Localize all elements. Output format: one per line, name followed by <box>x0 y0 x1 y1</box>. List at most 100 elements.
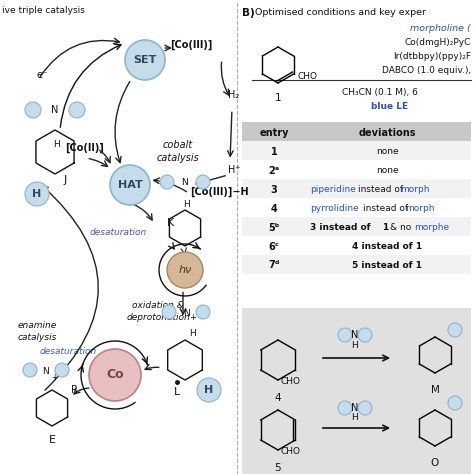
Text: [Co(II)]: [Co(II)] <box>65 143 104 153</box>
Text: desaturation: desaturation <box>90 228 146 237</box>
Text: 4: 4 <box>271 203 277 213</box>
Text: 2ᵃ: 2ᵃ <box>268 165 280 175</box>
Text: piperidine: piperidine <box>310 185 356 194</box>
Circle shape <box>358 401 372 415</box>
Circle shape <box>23 363 37 377</box>
Text: N: N <box>183 310 191 319</box>
Text: none: none <box>376 166 398 175</box>
Text: hν: hν <box>178 265 191 275</box>
Text: K: K <box>167 218 174 228</box>
FancyBboxPatch shape <box>242 122 471 141</box>
Text: CH₃CN (0.1 M), 6: CH₃CN (0.1 M), 6 <box>342 88 418 97</box>
Text: catalysis: catalysis <box>18 334 57 343</box>
Text: N: N <box>51 105 59 115</box>
FancyBboxPatch shape <box>242 160 471 179</box>
Text: cobalt: cobalt <box>163 140 193 150</box>
Circle shape <box>338 328 352 342</box>
Text: morph: morph <box>405 204 435 213</box>
Text: R: R <box>71 385 77 395</box>
Text: Optimised conditions and key exper: Optimised conditions and key exper <box>255 8 426 17</box>
Text: 5 instead of 1: 5 instead of 1 <box>352 261 422 270</box>
FancyBboxPatch shape <box>242 217 471 236</box>
Text: O: O <box>431 458 439 468</box>
Text: [Co(III)]: [Co(III)] <box>170 40 212 50</box>
Circle shape <box>167 252 203 288</box>
Text: N: N <box>351 330 359 340</box>
Circle shape <box>197 378 221 402</box>
Text: N: N <box>43 367 49 376</box>
FancyBboxPatch shape <box>242 141 471 160</box>
Text: Ir(dtbbpy)(ppy)₂F: Ir(dtbbpy)(ppy)₂F <box>393 52 471 61</box>
Text: CHO: CHO <box>281 377 301 386</box>
FancyBboxPatch shape <box>242 179 471 198</box>
Text: HAT: HAT <box>118 180 142 190</box>
Text: 4: 4 <box>275 393 281 403</box>
Text: ive triple catalysis: ive triple catalysis <box>2 6 85 15</box>
Text: 6ᶜ: 6ᶜ <box>269 241 279 252</box>
Text: blue LE: blue LE <box>372 102 409 111</box>
Text: none: none <box>376 147 398 156</box>
Circle shape <box>55 363 69 377</box>
Text: desaturation: desaturation <box>39 347 97 356</box>
Text: L: L <box>174 387 180 397</box>
Circle shape <box>448 396 462 410</box>
Circle shape <box>196 305 210 319</box>
Text: H: H <box>183 200 191 209</box>
Circle shape <box>338 401 352 415</box>
Text: Co: Co <box>106 368 124 382</box>
Text: 4 instead of 1: 4 instead of 1 <box>352 242 422 251</box>
Text: N: N <box>182 177 188 186</box>
Text: M: M <box>430 385 439 395</box>
Text: 7ᵈ: 7ᵈ <box>268 261 280 271</box>
Text: H: H <box>204 385 214 395</box>
Text: instead of: instead of <box>363 204 408 213</box>
FancyBboxPatch shape <box>242 308 471 474</box>
Circle shape <box>160 175 174 189</box>
Circle shape <box>448 323 462 337</box>
Text: morpholine (: morpholine ( <box>410 24 471 33</box>
Text: +: + <box>190 313 196 322</box>
Circle shape <box>25 102 41 118</box>
Text: H: H <box>352 340 358 349</box>
Text: B): B) <box>242 8 255 18</box>
Text: H: H <box>352 413 358 422</box>
Text: 3: 3 <box>271 184 277 194</box>
Text: CHO: CHO <box>298 72 318 81</box>
Text: catalysis: catalysis <box>156 153 200 163</box>
Text: +: + <box>51 374 57 383</box>
Text: 1: 1 <box>382 223 388 232</box>
Text: 5ᵇ: 5ᵇ <box>268 222 280 233</box>
Text: deviations: deviations <box>358 128 416 137</box>
Circle shape <box>162 305 176 319</box>
Text: H⁺: H⁺ <box>228 165 241 175</box>
Circle shape <box>125 40 165 80</box>
Text: CHO: CHO <box>281 447 301 456</box>
Text: [Co(III)]−H: [Co(III)]−H <box>190 187 249 197</box>
Text: SET: SET <box>133 55 157 65</box>
Text: & no: & no <box>390 223 411 232</box>
Text: 5: 5 <box>275 463 281 473</box>
Text: H: H <box>32 189 42 199</box>
Circle shape <box>358 328 372 342</box>
Text: instead of: instead of <box>358 185 403 194</box>
Text: J: J <box>64 175 67 185</box>
Text: entry: entry <box>259 128 289 137</box>
Circle shape <box>69 102 85 118</box>
Circle shape <box>25 182 49 206</box>
Text: morph: morph <box>400 185 429 194</box>
FancyBboxPatch shape <box>242 198 471 217</box>
Text: E: E <box>48 435 55 445</box>
Text: N: N <box>351 403 359 413</box>
Text: H: H <box>190 329 196 338</box>
Circle shape <box>89 349 141 401</box>
Text: e⁻: e⁻ <box>36 70 47 80</box>
Text: 1: 1 <box>271 146 277 156</box>
Circle shape <box>110 165 150 205</box>
FancyBboxPatch shape <box>242 255 471 274</box>
Text: pyrrolidine: pyrrolidine <box>310 204 359 213</box>
Text: H₂: H₂ <box>228 90 239 100</box>
Text: H: H <box>54 139 60 148</box>
Text: deprotonation: deprotonation <box>126 313 190 322</box>
Text: DABCO (1.0 equiv.),: DABCO (1.0 equiv.), <box>382 66 471 75</box>
Circle shape <box>196 175 210 189</box>
